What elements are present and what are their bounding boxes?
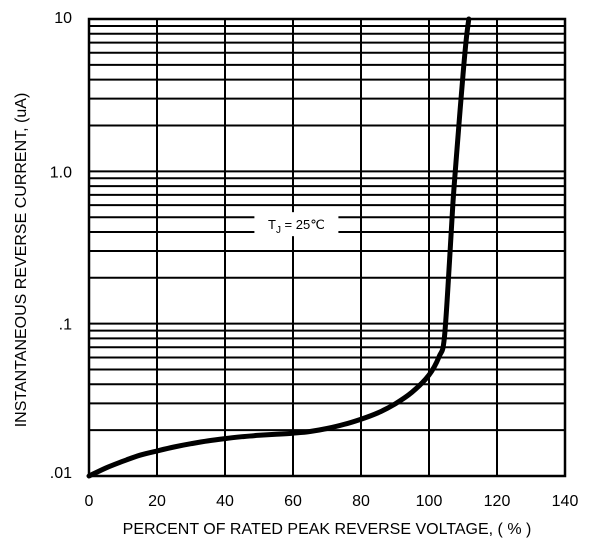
series-line: [86, 16, 472, 479]
x-tick-label: 40: [216, 493, 234, 510]
x-tick-label: 80: [352, 493, 370, 510]
y-tick-label: .01: [50, 465, 72, 482]
annotation-layer: TJ = 25℃: [254, 212, 339, 237]
y-tick-label: 10: [54, 10, 72, 27]
y-axis-label: INSTANTANEOUS REVERSE CURRENT, (uA): [13, 93, 30, 428]
annotation-label: TJ = 25℃: [268, 217, 325, 236]
y-tick-label: .1: [59, 317, 72, 334]
x-axis-label: PERCENT OF RATED PEAK REVERSE VOLTAGE, (…: [123, 521, 532, 538]
y-tick-label: 1.0: [50, 164, 72, 181]
x-tick-label: 20: [148, 493, 166, 510]
annotation-background: [254, 212, 339, 237]
x-tick-label: 0: [85, 493, 94, 510]
x-tick-label: 100: [416, 493, 443, 510]
grid: [87, 17, 567, 478]
series-layer: [86, 16, 472, 479]
tick-labels: 0 20 40 60 80 100 120 140 .01 .1 1.0 10: [50, 10, 579, 510]
x-tick-label: 60: [284, 493, 302, 510]
x-tick-label: 120: [484, 493, 511, 510]
x-tick-label: 140: [552, 493, 579, 510]
plot-frame: [87, 17, 567, 478]
